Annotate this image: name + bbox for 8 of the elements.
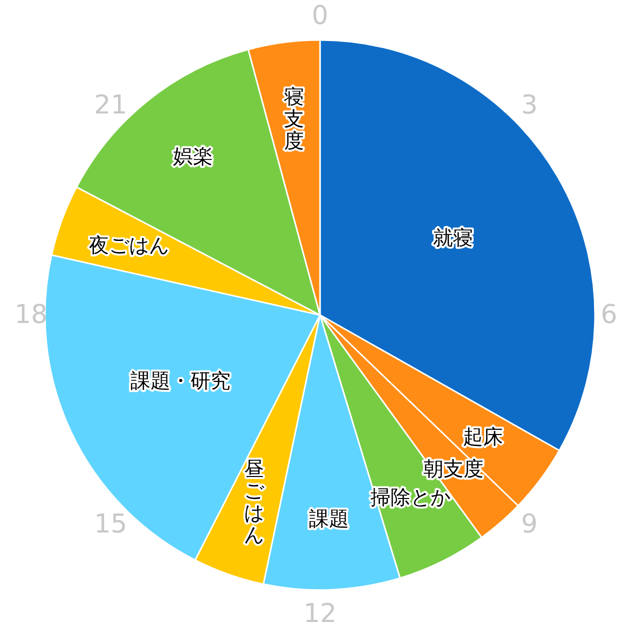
slice-label: 寝支度 [284, 84, 304, 153]
slice-label: 昼ごはん [244, 456, 266, 547]
slice-label: 課題 [308, 506, 349, 530]
slice-label: 起床 [463, 424, 504, 449]
slice-label: 夜ごはん [88, 232, 169, 257]
slice-label: 就寝 [433, 225, 474, 250]
slice-label: 課題・研究 [130, 368, 231, 393]
slice-label: 娯楽 [172, 144, 213, 168]
